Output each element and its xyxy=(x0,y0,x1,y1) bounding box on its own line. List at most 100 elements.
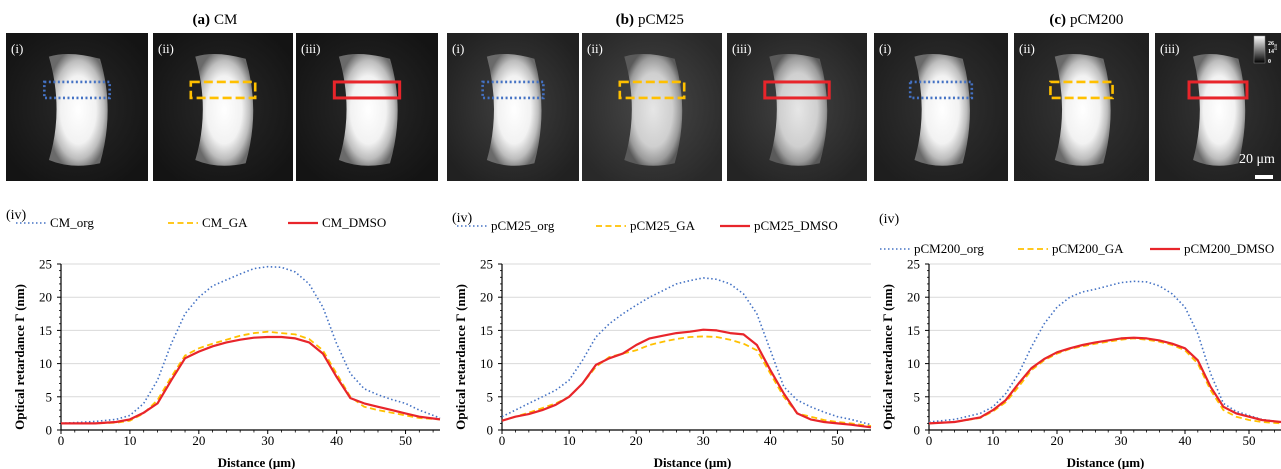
x-tick-label: 0 xyxy=(499,433,506,448)
y-tick-label: 20 xyxy=(39,290,52,305)
y-tick-label: 25 xyxy=(480,257,493,272)
legend-label: CM_DMSO xyxy=(322,215,386,230)
y-tick-label: 0 xyxy=(487,423,494,438)
image-label: (i) xyxy=(11,41,23,56)
image-label: (iii) xyxy=(301,41,321,56)
cell-body xyxy=(195,53,254,166)
roi-ga xyxy=(189,80,257,100)
roi-dmso xyxy=(763,80,831,100)
panel-b-title-letter: (b) xyxy=(616,12,634,28)
micrograph-c-2: (ii) xyxy=(1014,33,1149,181)
series-line-pCM200_GA xyxy=(928,337,1281,425)
y-axis-label: Optical retardance Γ (nm) xyxy=(12,284,27,430)
x-axis-label: Distance (μm) xyxy=(654,455,732,469)
image-label: (i) xyxy=(452,41,464,56)
micrograph-a-1: (i) xyxy=(6,33,148,181)
scale-bar: 20 μm xyxy=(1239,152,1275,179)
panel-a-title-name: CM xyxy=(214,12,237,28)
x-tick-label: 50 xyxy=(399,433,412,448)
legend-label: pCM200_DMSO xyxy=(1184,241,1274,256)
y-tick-label: 0 xyxy=(46,423,53,438)
roi-org xyxy=(481,80,545,100)
legend-label: pCM25_GA xyxy=(630,218,696,233)
y-tick-label: 10 xyxy=(480,356,493,371)
y-tick-label: 0 xyxy=(914,423,921,438)
cell-body xyxy=(486,53,542,166)
cell-body xyxy=(1193,53,1246,166)
x-tick-label: 0 xyxy=(58,433,65,448)
series-line-pCM25_org xyxy=(501,277,872,426)
x-axis-label: Distance (μm) xyxy=(218,455,296,469)
micrograph-c-1: (i) xyxy=(874,33,1008,181)
y-tick-label: 10 xyxy=(39,356,52,371)
series-line-CM_GA xyxy=(61,330,441,425)
micrograph-a-2: (ii) xyxy=(153,33,293,181)
roi-ga xyxy=(618,80,686,100)
series-line-CM_org xyxy=(60,265,441,425)
x-tick-label: 10 xyxy=(123,433,136,448)
image-label: (iii) xyxy=(1160,41,1180,56)
image-label: (i) xyxy=(879,41,891,56)
cell-body xyxy=(338,53,398,166)
y-axis-label: Optical retardance Γ (nm) xyxy=(880,284,895,430)
panel-b-title-name: pCM25 xyxy=(638,12,684,28)
legend-label: pCM25_DMSO xyxy=(754,218,838,233)
panel-c-title-name: pCM200 xyxy=(1070,12,1123,28)
series-line-pCM200_org xyxy=(928,280,1281,423)
roi-dmso xyxy=(1187,80,1249,100)
legend-label: pCM200_org xyxy=(914,241,984,256)
panel-a-plot-label: (iv) xyxy=(6,208,27,223)
y-tick-label: 15 xyxy=(480,323,493,338)
roi-dmso xyxy=(332,80,402,100)
chart-c: 0 5 10 15 20 25 0 10 20 30 40 50 Distance (μm) Optica… xyxy=(880,241,1281,469)
cell-body xyxy=(1054,53,1111,166)
roi-ga xyxy=(1049,80,1114,100)
y-tick-label: 25 xyxy=(907,257,920,272)
legend-label: CM_GA xyxy=(202,215,248,230)
micrograph-c-3: (iii) xyxy=(1155,33,1281,181)
legend-label: pCM25_org xyxy=(491,218,555,233)
x-tick-label: 40 xyxy=(764,433,777,448)
x-tick-label: 30 xyxy=(1115,433,1128,448)
y-axis-label: Optical retardance Γ (nm) xyxy=(453,284,468,430)
x-tick-label: 10 xyxy=(563,433,576,448)
legend: CM_org CM_GA CM_DMSO xyxy=(16,215,386,230)
image-label: (ii) xyxy=(158,41,174,56)
x-axis-label: Distance (μm) xyxy=(1067,455,1145,469)
x-tick-label: 10 xyxy=(987,433,1000,448)
series-line-pCM25_DMSO xyxy=(501,328,872,429)
y-tick-label: 5 xyxy=(46,389,53,404)
colorbar-tick-min: 0 xyxy=(1268,59,1271,65)
colorbar-tick-mid: 14 xyxy=(1268,49,1274,55)
x-tick-label: 30 xyxy=(697,433,710,448)
cell-body xyxy=(48,53,108,166)
y-tick-label: 5 xyxy=(487,389,494,404)
cell-body xyxy=(769,53,828,166)
colorbar-unit: nm xyxy=(1274,44,1279,51)
chart-b: 0 5 10 15 20 25 0 10 20 30 40 50 Distance (μm) Optica… xyxy=(453,218,872,469)
series-line-CM_DMSO xyxy=(61,335,441,425)
panel-a-title-letter: (a) xyxy=(193,12,211,28)
y-tick-label: 15 xyxy=(907,323,920,338)
y-tick-label: 10 xyxy=(907,356,920,371)
panel-c-plot-label: (iv) xyxy=(879,212,900,227)
series-line-pCM25_GA xyxy=(501,335,872,427)
image-label: (iii) xyxy=(732,41,752,56)
y-tick-label: 20 xyxy=(907,290,920,305)
x-tick-label: 20 xyxy=(1051,433,1064,448)
x-tick-label: 0 xyxy=(926,433,933,448)
micrograph-a-3: (iii) xyxy=(296,33,438,181)
x-tick-label: 50 xyxy=(831,433,844,448)
roi-org xyxy=(908,80,974,100)
micrograph-row: (i) (ii) (iii) (i) (ii) (iii) (i) (ii) (iii) xyxy=(6,33,1281,181)
x-tick-label: 20 xyxy=(630,433,643,448)
x-tick-label: 20 xyxy=(192,433,205,448)
chart-a: 0 5 10 15 20 25 0 10 20 30 40 50 Distance (μm) Optica… xyxy=(12,215,441,469)
micrograph-b-3: (iii) xyxy=(727,33,867,181)
x-tick-label: 30 xyxy=(261,433,274,448)
y-tick-label: 15 xyxy=(39,323,52,338)
colorbar-tick-max: 26 xyxy=(1268,41,1274,47)
panel-b-plot-label: (iv) xyxy=(452,211,473,226)
